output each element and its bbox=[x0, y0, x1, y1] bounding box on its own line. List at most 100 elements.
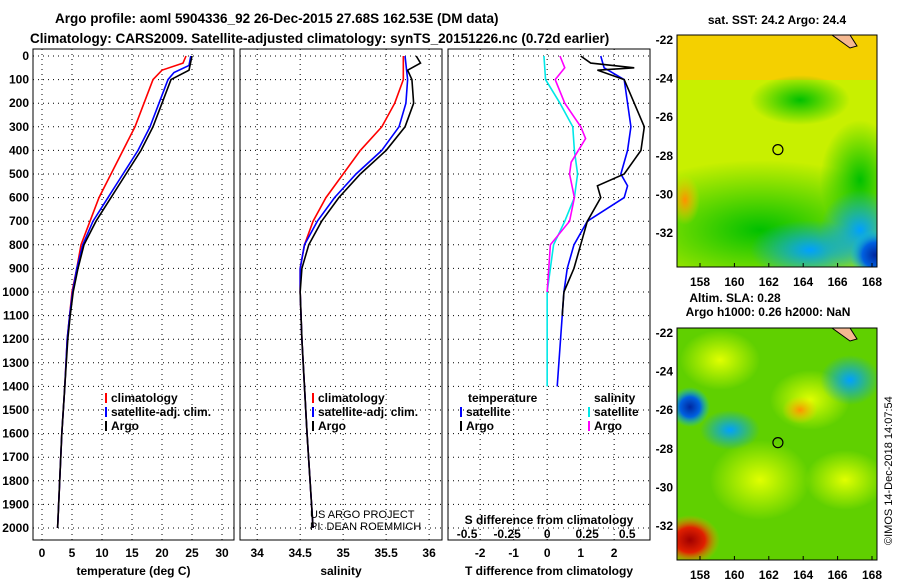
y-tick-label: 0 bbox=[22, 49, 29, 63]
y-tick-label: 600 bbox=[9, 191, 29, 205]
map-lat-label: -28 bbox=[656, 149, 674, 163]
y-tick-label: 1500 bbox=[2, 403, 29, 417]
y-tick-label: 1800 bbox=[2, 474, 29, 488]
s-tick-label: 0 bbox=[544, 527, 551, 541]
x-tick-label: 10 bbox=[95, 546, 109, 560]
sst-map-frame bbox=[676, 34, 878, 268]
legend-swatch bbox=[460, 421, 462, 431]
x-tick-label: 2 bbox=[611, 546, 618, 560]
top-x-axis-label: S difference from climatology bbox=[465, 513, 634, 527]
x-tick-label: 34.5 bbox=[288, 546, 312, 560]
y-tick-label: 1100 bbox=[3, 309, 29, 323]
panel-salinity: 34 34.5 35 35.5 36 salinity climatologysatelli… bbox=[239, 48, 443, 578]
map-lon-label: 166 bbox=[828, 568, 848, 580]
map-lon-label: 160 bbox=[724, 568, 744, 580]
series-line-s-satellite bbox=[543, 55, 579, 387]
map-lon-label: 162 bbox=[759, 275, 779, 289]
map-lon-label: 164 bbox=[793, 568, 813, 580]
series-line-climatology bbox=[56, 55, 187, 529]
series-line-s-argo bbox=[546, 55, 587, 293]
map-lat-label: -28 bbox=[656, 442, 674, 456]
title-line-1: Argo profile: aoml 5904336_92 26-Dec-201… bbox=[55, 11, 498, 26]
sla-map: Altim. SLA: 0.28 Argo h1000: 0.26 h2000:… bbox=[656, 291, 883, 580]
y-tick-label: 2000 bbox=[2, 521, 29, 535]
legend-swatch bbox=[588, 407, 590, 417]
credit-text: US ARGO PROJECT bbox=[310, 509, 415, 521]
float-position-marker bbox=[772, 437, 784, 449]
legend-swatch bbox=[460, 407, 462, 417]
legend-label: Argo bbox=[111, 419, 139, 433]
x-tick-label: 0 bbox=[544, 546, 551, 560]
legend-label: Argo bbox=[466, 419, 494, 433]
map-lat-label: -30 bbox=[656, 480, 674, 494]
legend-title-salinity: salinity bbox=[594, 391, 636, 405]
sla-map-title-2: Argo h1000: 0.26 h2000: NaN bbox=[686, 305, 851, 319]
x-axis-label: temperature (deg C) bbox=[76, 564, 190, 578]
x-axis-label: salinity bbox=[320, 564, 362, 578]
plot-frame bbox=[239, 48, 443, 541]
y-tick-label: 1000 bbox=[2, 285, 29, 299]
x-tick-label: 35.5 bbox=[374, 546, 398, 560]
y-tick-label: 700 bbox=[9, 214, 29, 228]
x-tick-label: 20 bbox=[155, 546, 169, 560]
map-lon-label: 168 bbox=[862, 568, 882, 580]
x-tick-label: 30 bbox=[215, 546, 229, 560]
series-line-satellite-adj-clim- bbox=[299, 55, 409, 529]
plot-frame bbox=[447, 48, 651, 541]
y-tick-label: 300 bbox=[9, 120, 29, 134]
legend-label: climatology bbox=[111, 391, 178, 405]
y-tick-label: 400 bbox=[9, 143, 29, 157]
copyright-text: ©IMOS 14-Dec-2018 14:07:54 bbox=[883, 396, 895, 545]
sst-map: sat. SST: 24.2 Argo: 24.4 158 160 162 164 16… bbox=[656, 13, 883, 289]
legend-swatch bbox=[312, 393, 314, 403]
y-tick-label: 1700 bbox=[2, 450, 29, 464]
legend-swatch bbox=[312, 421, 314, 431]
series-line-argo bbox=[56, 55, 193, 529]
y-tick-label: 1200 bbox=[2, 332, 29, 346]
legend-title-temperature: temperature bbox=[468, 391, 538, 405]
s-tick-label: 0.25 bbox=[576, 527, 600, 541]
y-tick-label: 100 bbox=[9, 73, 29, 87]
sla-map-title-1: Altim. SLA: 0.28 bbox=[689, 291, 781, 305]
y-tick-label: 200 bbox=[9, 96, 29, 110]
x-tick-label: 1 bbox=[577, 546, 584, 560]
sla-map-frame bbox=[676, 327, 878, 561]
map-lon-label: 164 bbox=[793, 275, 813, 289]
map-lon-label: 162 bbox=[759, 568, 779, 580]
map-lat-label: -22 bbox=[656, 326, 674, 340]
legend-label: satellite-adj. clim. bbox=[111, 405, 211, 419]
legend-swatch bbox=[312, 407, 314, 417]
map-lat-label: -30 bbox=[656, 187, 674, 201]
x-tick-label: 15 bbox=[125, 546, 139, 560]
sst-map-title: sat. SST: 24.2 Argo: 24.4 bbox=[708, 13, 847, 27]
map-lat-label: -26 bbox=[656, 110, 674, 124]
s-tick-label: -0.5 bbox=[457, 527, 478, 541]
s-tick-label: -0.25 bbox=[493, 527, 521, 541]
map-lon-label: 158 bbox=[690, 568, 710, 580]
panel-temperature: 0 5 10 15 20 25 300100200300400500600700800900… bbox=[2, 48, 235, 578]
x-tick-label: 34 bbox=[251, 546, 265, 560]
float-position-marker bbox=[772, 144, 784, 156]
s-tick-label: 0.5 bbox=[619, 527, 636, 541]
y-tick-label: 1300 bbox=[2, 356, 29, 370]
pi-text: PI: DEAN ROEMMICH bbox=[310, 521, 421, 533]
map-lon-label: 166 bbox=[828, 275, 848, 289]
map-lat-label: -32 bbox=[656, 519, 674, 533]
y-tick-label: 1600 bbox=[2, 427, 29, 441]
y-tick-label: 1900 bbox=[2, 497, 29, 511]
legend-label: satellite-adj. clim. bbox=[318, 405, 418, 419]
legend-label: satellite bbox=[594, 405, 639, 419]
legend-swatch bbox=[105, 421, 107, 431]
map-lat-label: -24 bbox=[656, 365, 674, 379]
map-lon-label: 168 bbox=[862, 275, 882, 289]
panel-difference: -2 -1 0 1 2 T difference from climatology temp… bbox=[447, 48, 651, 578]
legend-swatch bbox=[588, 421, 590, 431]
x-tick-label: 35 bbox=[336, 546, 350, 560]
map-lat-label: -24 bbox=[656, 72, 674, 86]
map-lon-label: 158 bbox=[690, 275, 710, 289]
legend-label: satellite bbox=[466, 405, 511, 419]
legend-swatch bbox=[105, 407, 107, 417]
legend-label: climatology bbox=[318, 391, 385, 405]
